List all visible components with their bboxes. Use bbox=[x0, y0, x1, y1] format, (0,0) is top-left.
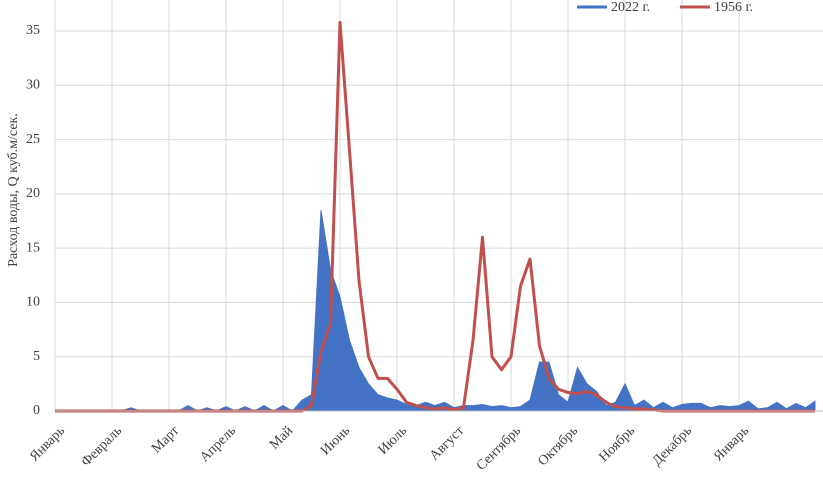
y-tick-label: 10 bbox=[26, 295, 40, 310]
x-tick-label: Март bbox=[149, 423, 182, 456]
y-tick-label: 0 bbox=[33, 403, 40, 418]
x-tick-label: Ноябрь bbox=[597, 423, 639, 465]
x-tick-label: Январь bbox=[711, 423, 752, 464]
y-tick-label: 20 bbox=[26, 186, 40, 201]
area bbox=[55, 210, 816, 412]
x-tick-label: Июнь bbox=[318, 423, 353, 458]
x-tick-label: Август bbox=[427, 423, 467, 463]
y-tick-label: 30 bbox=[26, 78, 40, 93]
x-tick-label: Сентябрь bbox=[474, 423, 524, 473]
x-tick-label: Январь bbox=[27, 423, 68, 464]
x-tick-label: Июль bbox=[376, 423, 410, 457]
y-tick-label: 35 bbox=[26, 23, 40, 38]
legend-label: 2022 г. bbox=[611, 0, 650, 15]
x-tick-label: Май bbox=[267, 423, 296, 452]
y-tick-label: 5 bbox=[33, 349, 40, 364]
y-tick-label: 15 bbox=[26, 240, 40, 255]
x-tick-label: Февраль bbox=[79, 423, 125, 469]
x-tick-label: Декабрь bbox=[650, 423, 695, 468]
y-axis-label: Расход воды, Q куб.м/сек. bbox=[6, 113, 21, 267]
legend-label: 1956 г. bbox=[714, 0, 753, 15]
x-tick-label: Апрель bbox=[197, 423, 239, 465]
y-tick-label: 25 bbox=[26, 132, 40, 147]
x-tick-label: Октябрь bbox=[535, 423, 581, 469]
